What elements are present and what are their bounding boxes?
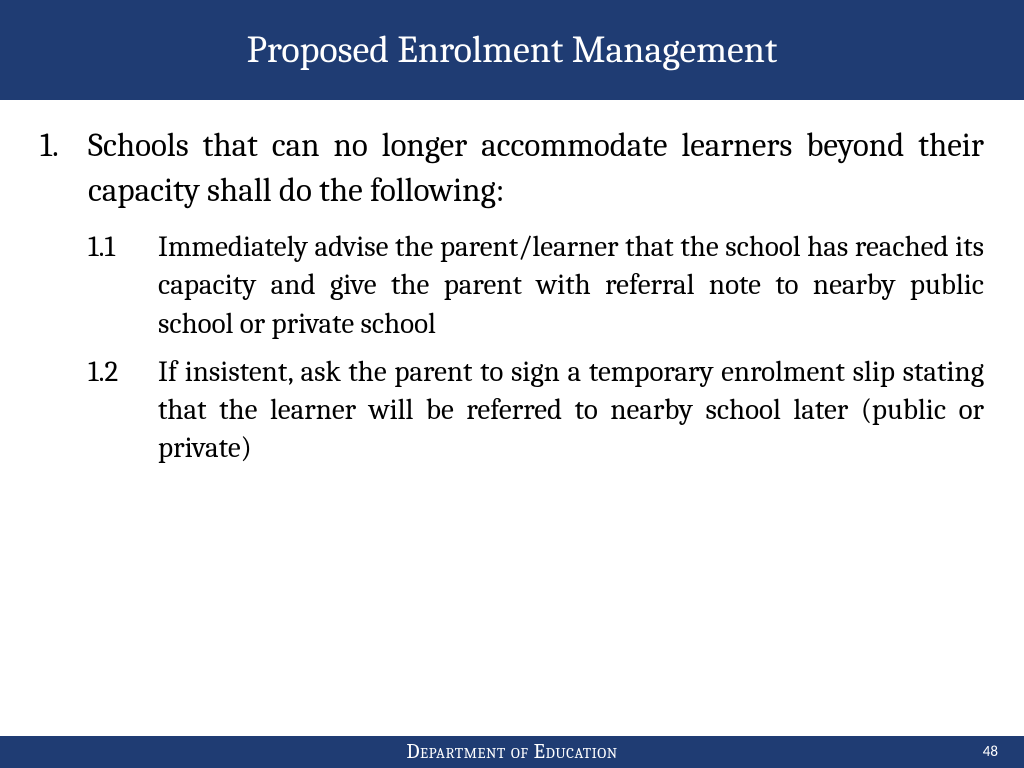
slide-title: Proposed Enrolment Management bbox=[247, 28, 778, 72]
sub-list-text: Immediately advise the parent/learner th… bbox=[158, 229, 984, 344]
list-text: Schools that can no longer accommodate l… bbox=[88, 124, 984, 213]
footer-org: Department of Education bbox=[406, 740, 617, 764]
slide: Proposed Enrolment Management 1. Schools… bbox=[0, 0, 1024, 768]
sub-list-item: 1.2 If insistent, ask the parent to sign… bbox=[88, 354, 984, 469]
slide-footer: Department of Education 48 bbox=[0, 736, 1024, 768]
page-number: 48 bbox=[983, 743, 998, 761]
sub-list-number: 1.2 bbox=[88, 354, 158, 469]
sub-list-item: 1.1 Immediately advise the parent/learne… bbox=[88, 229, 984, 344]
slide-header: Proposed Enrolment Management bbox=[0, 0, 1024, 100]
slide-content: 1. Schools that can no longer accommodat… bbox=[0, 100, 1024, 736]
list-item-main: 1. Schools that can no longer accommodat… bbox=[40, 124, 984, 213]
sub-list-number: 1.1 bbox=[88, 229, 158, 344]
list-number: 1. bbox=[40, 124, 88, 213]
sub-list: 1.1 Immediately advise the parent/learne… bbox=[88, 229, 984, 469]
sub-list-text: If insistent, ask the parent to sign a t… bbox=[158, 354, 984, 469]
